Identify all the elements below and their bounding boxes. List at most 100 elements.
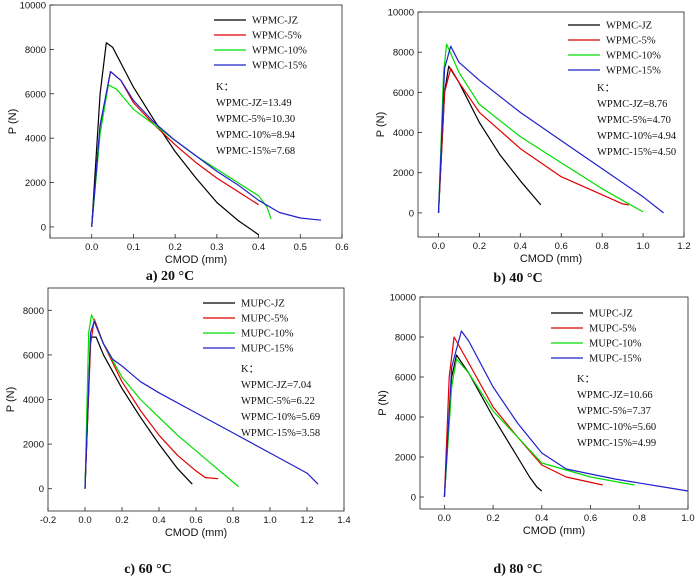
series-line-wpmc-10- bbox=[437, 43, 644, 213]
y-axis-title: P (N) bbox=[377, 390, 389, 415]
legend-label: MUPC-15% bbox=[241, 344, 294, 355]
x-axis-title: CMOD (mm) bbox=[165, 254, 227, 266]
k-title: K： bbox=[577, 374, 595, 385]
k-value-line: WPMC-15%=4.99 bbox=[577, 438, 656, 449]
x-tick-label: 1.0 bbox=[636, 241, 649, 252]
x-tick-label: 0.5 bbox=[294, 242, 307, 253]
legend-label: MUPC-JZ bbox=[241, 299, 285, 310]
series-line-wpmc-5- bbox=[437, 67, 629, 213]
x-tick-label: 0.2 bbox=[115, 515, 128, 526]
x-tick-label: 0.6 bbox=[555, 241, 568, 252]
series-line-mupc-10- bbox=[443, 358, 635, 498]
y-tick-label: 0 bbox=[409, 208, 414, 219]
y-axis-title: P (N) bbox=[5, 387, 17, 412]
x-tick-label: 0.4 bbox=[535, 513, 548, 524]
x-tick-label: 0.6 bbox=[584, 513, 597, 524]
y-tick-label: 0 bbox=[411, 493, 416, 504]
x-axis-title: CMOD (mm) bbox=[165, 527, 227, 539]
k-title: K： bbox=[216, 82, 234, 93]
legend-label: WPMC-5% bbox=[252, 31, 302, 42]
legend-label: WPMC-10% bbox=[606, 51, 661, 62]
x-tick-label: 0.0 bbox=[432, 241, 445, 252]
series-line-mupc-5- bbox=[443, 336, 603, 498]
k-value-line: WPMC-10%=8.94 bbox=[216, 130, 296, 141]
legend-label: WPMC-15% bbox=[252, 61, 307, 72]
k-title: K： bbox=[241, 364, 259, 375]
y-tick-label: 8000 bbox=[395, 333, 416, 344]
k-value-line: WPMC-15%=3.58 bbox=[241, 428, 320, 439]
legend-label: WPMC-10% bbox=[252, 46, 307, 57]
chart-panel-4: 0 2000 4000 6000 8000 10000 0.0 0.2 0.4 0.6 0.8 1.0… bbox=[377, 293, 695, 578]
k-value-line: WPMC-15%=7.68 bbox=[216, 146, 295, 157]
y-tick-label: 6000 bbox=[395, 373, 416, 384]
x-tick-label: 0.0 bbox=[85, 242, 98, 253]
series-line-mupc-jz bbox=[443, 354, 543, 498]
y-tick-label: 10000 bbox=[20, 1, 46, 12]
legend-label: MUPC-JZ bbox=[589, 309, 633, 320]
k-value-line: WPMC-JZ=8.76 bbox=[597, 99, 667, 110]
x-tick-label: 1.2 bbox=[300, 515, 313, 526]
y-tick-label: 4000 bbox=[395, 413, 416, 424]
panel-caption: c) 60 °C bbox=[124, 562, 172, 577]
x-tick-label: 0.3 bbox=[210, 242, 223, 253]
x-tick-label: 0.1 bbox=[127, 242, 140, 253]
x-tick-label: 0.4 bbox=[514, 241, 527, 252]
panel-caption: d) 80 °C bbox=[493, 562, 542, 577]
k-value-line: WPMC-10%=4.94 bbox=[597, 131, 677, 142]
y-tick-label: 10000 bbox=[388, 8, 414, 19]
chart-panel-1: 0 2000 4000 6000 8000 10000 0.0 0.1 0.2 0.3 0.4 0.5… bbox=[7, 1, 349, 285]
x-tick-label: 0.2 bbox=[486, 513, 499, 524]
plot-frame bbox=[419, 296, 689, 510]
legend-label: WPMC-15% bbox=[606, 66, 661, 77]
y-tick-label: 2000 bbox=[393, 168, 414, 179]
y-tick-label: 10000 bbox=[390, 293, 416, 304]
y-tick-label: 6000 bbox=[393, 88, 414, 99]
panel-caption: b) 40 °C bbox=[493, 271, 542, 286]
y-tick-label: 8000 bbox=[25, 45, 46, 56]
y-tick-label: 4000 bbox=[393, 128, 414, 139]
series-line-wpmc-15- bbox=[437, 45, 664, 214]
k-value-line: WPMC-JZ=10.66 bbox=[577, 390, 653, 401]
plot-frame bbox=[417, 11, 685, 238]
legend-label: MUPC-10% bbox=[589, 339, 642, 350]
x-tick-label: 0.8 bbox=[633, 513, 646, 524]
y-tick-label: 8000 bbox=[23, 306, 44, 317]
series-line-wpmc-jz bbox=[91, 42, 259, 236]
legend-label: MUPC-5% bbox=[241, 314, 289, 325]
x-tick-label: 0.2 bbox=[169, 242, 182, 253]
x-tick-label: 0.8 bbox=[596, 241, 609, 252]
panel-caption: a) 20 °C bbox=[146, 269, 194, 284]
legend-label: MUPC-5% bbox=[589, 324, 637, 335]
x-axis-title: CMOD (mm) bbox=[523, 525, 585, 537]
x-axis-title: CMOD (mm) bbox=[520, 253, 582, 265]
series-line-mupc-jz bbox=[84, 336, 193, 489]
k-value-line: WPMC-15%=4.50 bbox=[597, 147, 676, 158]
series-line-mupc-15- bbox=[84, 320, 319, 489]
x-tick-label: 0.6 bbox=[189, 515, 202, 526]
x-tick-label: 0.8 bbox=[226, 515, 239, 526]
chart-panel-3: 0 2000 4000 6000 8000 -0.2 0.0 0.2 0.4 0.6 0.8 1.0 1… bbox=[5, 287, 351, 577]
x-tick-label: 0.4 bbox=[252, 242, 265, 253]
x-tick-label: 0.6 bbox=[335, 242, 348, 253]
y-tick-label: 0 bbox=[39, 484, 44, 495]
y-axis-title: P (N) bbox=[375, 112, 387, 137]
legend-label: WPMC-JZ bbox=[252, 16, 298, 27]
k-value-line: WPMC-5%=10.30 bbox=[216, 114, 295, 125]
x-tick-label: 0.0 bbox=[438, 513, 451, 524]
series-line-wpmc-15- bbox=[91, 70, 322, 227]
k-value-line: WPMC-5%=4.70 bbox=[597, 115, 671, 126]
x-tick-label: 0.4 bbox=[152, 515, 165, 526]
x-tick-label: 1.4 bbox=[337, 515, 350, 526]
x-tick-label: 0.0 bbox=[78, 515, 91, 526]
legend-label: MUPC-15% bbox=[589, 354, 642, 365]
y-tick-label: 4000 bbox=[25, 134, 46, 145]
k-value-line: WPMC-JZ=7.04 bbox=[241, 380, 312, 391]
k-value-line: WPMC-JZ=13.49 bbox=[216, 98, 292, 109]
plot-frame bbox=[49, 4, 343, 239]
k-value-line: WPMC-5%=6.22 bbox=[241, 396, 315, 407]
y-tick-label: 8000 bbox=[393, 48, 414, 59]
y-tick-label: 4000 bbox=[23, 395, 44, 406]
x-tick-label: 1.2 bbox=[677, 241, 690, 252]
k-value-line: WPMC-10%=5.60 bbox=[577, 422, 656, 433]
